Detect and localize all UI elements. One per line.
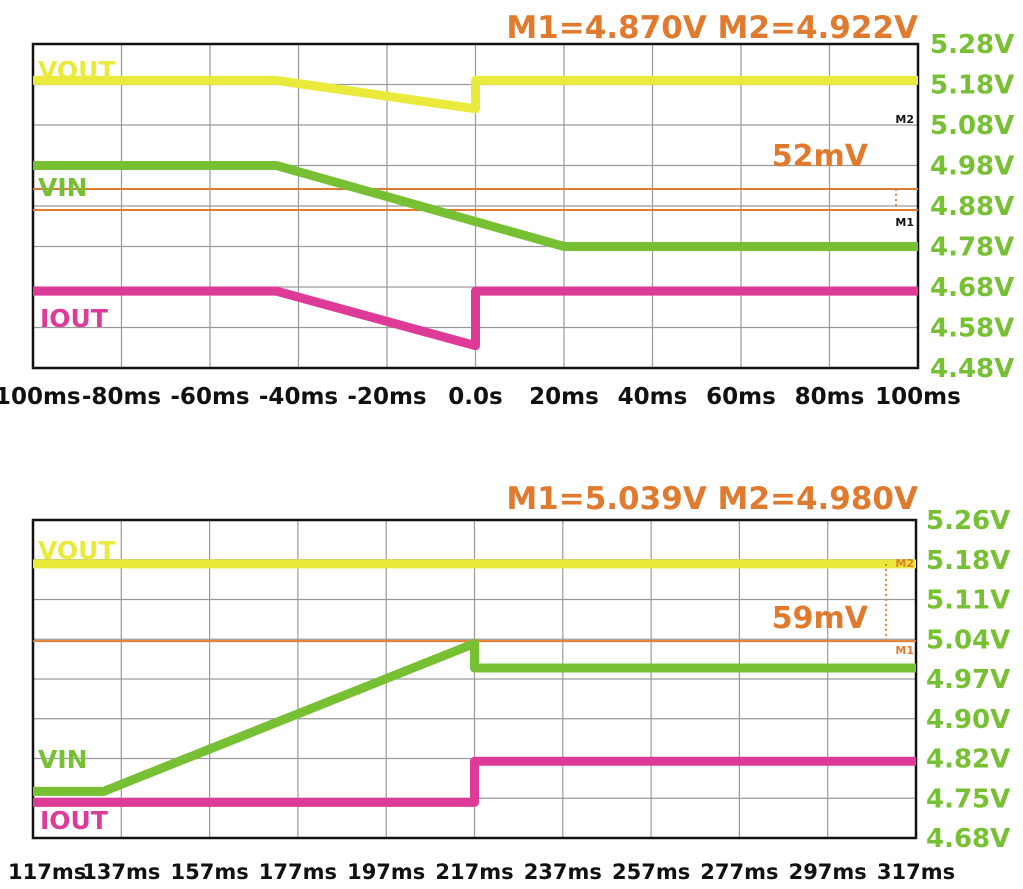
marker-readout: M1=4.870V M2=4.922V	[506, 10, 918, 46]
x-tick-label: -60ms	[170, 384, 249, 410]
x-tick-label: -20ms	[347, 384, 426, 410]
marker-tag-m1: M1	[895, 216, 914, 229]
marker-tag-m2: M2	[895, 557, 914, 570]
series-line-vout	[33, 75, 918, 114]
y-tick-label: 5.26V	[926, 506, 1010, 536]
marker-tag-m1: M1	[895, 644, 914, 657]
x-tick-label: 257ms	[612, 860, 690, 884]
marker-delta-label: 52mV	[772, 139, 869, 174]
y-tick-label: 4.88V	[930, 192, 1014, 222]
x-tick-label: 80ms	[795, 384, 865, 410]
plot-frame	[31, 42, 920, 370]
marker-delta-label: 59mV	[772, 601, 869, 636]
plot-frame	[31, 518, 918, 840]
y-tick-label: 5.11V	[926, 586, 1010, 616]
chart-panel-2: M2 M1 59mV M1=5.039V M2=4.980V VOUT VIN IOUT 5.…	[8, 481, 1010, 884]
y-tick-label: 5.28V	[930, 30, 1014, 60]
x-tick-label: 297ms	[789, 860, 867, 884]
x-tick-label: 197ms	[347, 860, 425, 884]
y-tick-label: 4.68V	[926, 824, 1010, 854]
y-tick-label: 4.58V	[930, 314, 1014, 344]
marker-readout: M1=5.039V M2=4.980V	[506, 481, 918, 517]
y-tick-label: 5.04V	[926, 625, 1010, 655]
x-tick-label: 177ms	[259, 860, 337, 884]
x-tick-label: 217ms	[435, 860, 513, 884]
y-tick-label: 5.08V	[930, 111, 1014, 141]
y-tick-label: 4.75V	[926, 784, 1010, 814]
x-tick-label: 317ms	[877, 860, 955, 884]
x-tick-label: -40ms	[259, 384, 338, 410]
trace-label-vout: VOUT	[38, 536, 116, 565]
x-tick-label: 20ms	[529, 384, 599, 410]
series-line-vin	[33, 638, 916, 796]
y-tick-label: 4.68V	[930, 273, 1014, 303]
trace-label-vin: VIN	[38, 745, 88, 774]
x-tick-label: -80ms	[82, 384, 161, 410]
x-tick-label: 157ms	[170, 860, 248, 884]
x-tick-label: 0.0s	[448, 384, 502, 410]
x-tick-label: 100ms	[875, 384, 961, 410]
chart-panel-1: M2 M1 52mV M1=4.870V M2=4.922V VOUT VIN IOUT 5.…	[0, 10, 1014, 410]
y-tick-label: 4.48V	[930, 354, 1014, 384]
y-tick-label: 4.97V	[926, 665, 1010, 695]
x-tick-label: -100ms	[0, 384, 81, 410]
series-line-iout	[33, 286, 918, 351]
y-tick-label: 4.90V	[926, 705, 1010, 735]
y-tick-label: 4.82V	[926, 745, 1010, 775]
trace-label-vout: VOUT	[38, 56, 116, 85]
marker-tag-m2: M2	[895, 113, 914, 126]
x-tick-label: 137ms	[82, 860, 160, 884]
x-tick-label: 237ms	[524, 860, 602, 884]
trace-label-iout: IOUT	[40, 304, 108, 333]
series-line-iout	[33, 756, 916, 807]
x-tick-label: 117ms	[8, 860, 86, 884]
trace-label-iout: IOUT	[40, 806, 108, 835]
x-tick-label: 277ms	[700, 860, 778, 884]
series-line-vin	[33, 161, 918, 251]
trace-label-vin: VIN	[38, 173, 88, 202]
x-tick-label: 60ms	[706, 384, 776, 410]
y-tick-label: 5.18V	[930, 71, 1014, 101]
y-tick-label: 4.78V	[930, 233, 1014, 263]
y-tick-label: 4.98V	[930, 152, 1014, 182]
x-tick-label: 40ms	[618, 384, 688, 410]
y-tick-label: 5.18V	[926, 546, 1010, 576]
